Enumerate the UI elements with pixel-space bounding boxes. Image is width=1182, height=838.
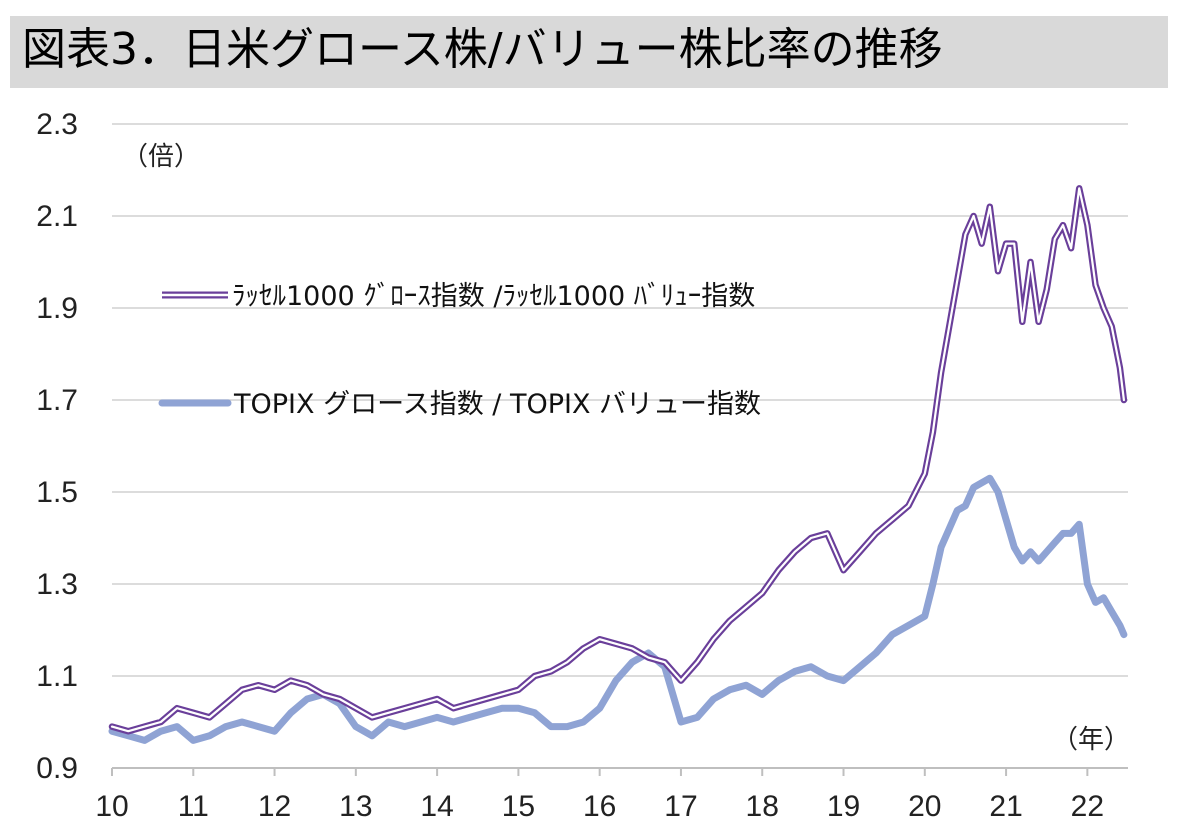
x-tick-label: 10 bbox=[95, 790, 128, 823]
x-axis-unit-label: （年） bbox=[1052, 725, 1130, 755]
y-tick-label: 1.5 bbox=[36, 476, 78, 509]
x-tick-label: 13 bbox=[339, 790, 372, 823]
series-line-russell-inner bbox=[110, 187, 1125, 733]
y-tick-label: 2.3 bbox=[36, 108, 78, 141]
x-tick-label: 15 bbox=[502, 790, 535, 823]
x-tick-label: 18 bbox=[746, 790, 779, 823]
y-tick-label: 1.7 bbox=[36, 384, 78, 417]
x-tick-labels: 10 11 12 13 14 15 16 17 18 19 20 21 22 bbox=[95, 790, 1104, 823]
y-tick-labels: 0.9 1.1 1.3 1.5 1.7 1.9 2.1 2.3 bbox=[36, 108, 78, 785]
x-axis bbox=[111, 767, 1128, 776]
x-tick-label: 17 bbox=[664, 790, 697, 823]
title-band bbox=[10, 16, 1168, 88]
y-tick-label: 0.9 bbox=[36, 752, 78, 785]
x-tick-label: 20 bbox=[908, 790, 941, 823]
y-tick-label: 1.3 bbox=[36, 568, 78, 601]
x-tick-label: 11 bbox=[178, 790, 209, 823]
x-tick-label: 16 bbox=[583, 790, 616, 823]
y-tick-label: 2.1 bbox=[36, 200, 78, 233]
legend-item-topix: TOPIX グロース指数 / TOPIX バリュー指数 bbox=[158, 389, 761, 420]
y-axis-unit-label: （倍） bbox=[122, 142, 200, 172]
x-tick-label: 12 bbox=[258, 790, 291, 823]
series-line-russell bbox=[108, 185, 1128, 735]
legend-label-topix: TOPIX グロース指数 / TOPIX バリュー指数 bbox=[233, 389, 761, 420]
legend-item-russell: ﾗｯｾﾙ1000 ｸﾞﾛｰｽ指数 /ﾗｯｾﾙ1000 ﾊﾞﾘｭｰ指数 bbox=[162, 281, 755, 312]
x-tick-label: 14 bbox=[420, 790, 453, 823]
x-tick-label: 21 bbox=[989, 790, 1022, 823]
grid-lines bbox=[112, 123, 1128, 677]
series-line-topix bbox=[108, 474, 1128, 744]
legend: ﾗｯｾﾙ1000 ｸﾞﾛｰｽ指数 /ﾗｯｾﾙ1000 ﾊﾞﾘｭｰ指数 TOPIX… bbox=[158, 281, 761, 420]
legend-label-russell: ﾗｯｾﾙ1000 ｸﾞﾛｰｽ指数 /ﾗｯｾﾙ1000 ﾊﾞﾘｭｰ指数 bbox=[232, 281, 755, 312]
chart-title: 図表3．日米グロース株/バリュー株比率の推移 bbox=[22, 24, 943, 75]
x-tick-label: 19 bbox=[827, 790, 860, 823]
y-tick-label: 1.9 bbox=[36, 292, 78, 325]
series-lines bbox=[108, 185, 1128, 744]
y-tick-label: 1.1 bbox=[36, 660, 78, 693]
x-tick-label: 22 bbox=[1071, 790, 1104, 823]
